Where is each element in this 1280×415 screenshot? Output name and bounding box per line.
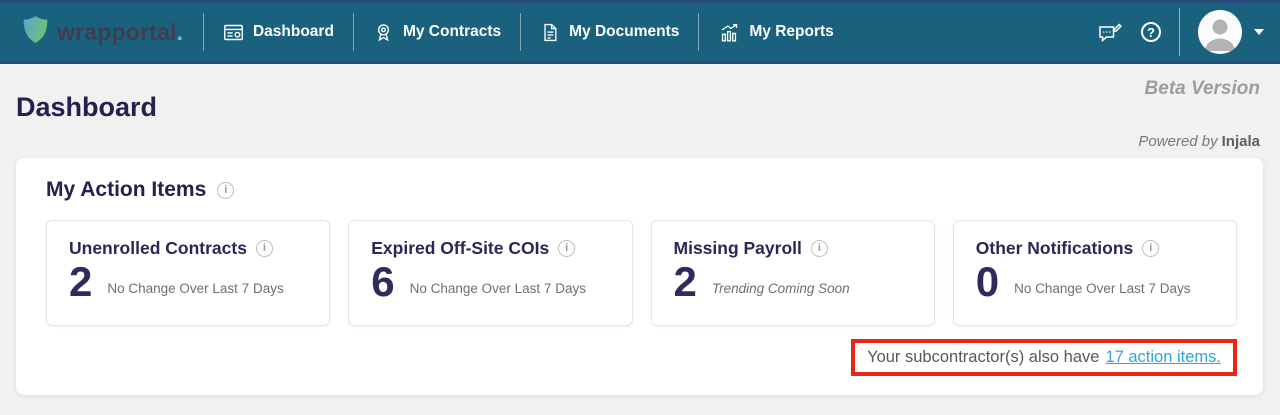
help-icon[interactable]: ? — [1141, 22, 1161, 42]
nav-label: My Reports — [749, 23, 834, 40]
card-value: 0 — [975, 258, 1000, 305]
panel-title: My Action Items — [46, 178, 207, 201]
user-avatar[interactable] — [1198, 10, 1242, 54]
reports-icon — [718, 22, 740, 43]
info-icon[interactable]: i — [558, 240, 576, 257]
navbar-divider — [1179, 8, 1180, 56]
card-subtitle: Trending Coming Soon — [711, 280, 850, 296]
card-title: Missing Payroll — [673, 238, 802, 258]
card-value: 6 — [371, 258, 395, 305]
my-action-items-panel: My Action Items i Unenrolled Contracts i… — [16, 158, 1263, 395]
card-subtitle: No Change Over Last 7 Days — [107, 280, 284, 296]
nav-label: My Documents — [569, 23, 680, 40]
nav-item-my-contracts[interactable]: My Contracts — [352, 13, 520, 51]
nav-label: My Contracts — [402, 23, 502, 40]
nav-item-my-reports[interactable]: My Reports — [698, 13, 852, 51]
header-right: Beta Version Powered by Injala — [1138, 74, 1260, 158]
subcontractor-highlight-box: Your subcontractor(s) also have 17 actio… — [851, 339, 1237, 376]
info-icon[interactable]: i — [255, 240, 273, 257]
beta-version-label: Beta Version — [1144, 78, 1260, 99]
card-unenrolled-contracts[interactable]: Unenrolled Contracts i 2 No Change Over … — [46, 220, 331, 326]
card-title: Unenrolled Contracts — [69, 238, 247, 258]
action-items-link[interactable]: 17 action items. — [1105, 348, 1221, 366]
navbar-right: ? — [1097, 8, 1264, 56]
powered-by-label: Powered by Injala — [1138, 133, 1260, 150]
logo-dot: . — [176, 18, 183, 45]
dashboard-icon — [223, 22, 244, 43]
shield-icon — [22, 15, 49, 49]
feedback-chat-icon[interactable] — [1097, 20, 1123, 45]
contracts-icon — [373, 22, 394, 43]
nav-label: Dashboard — [252, 23, 334, 40]
info-icon[interactable]: i — [1142, 240, 1160, 257]
top-navbar: wrapportal. Dashboard My Contracts — [0, 0, 1280, 64]
wrapportal-logo[interactable]: wrapportal. — [22, 15, 203, 49]
card-other-notifications[interactable]: Other Notifications i 0 No Change Over L… — [952, 220, 1237, 326]
card-subtitle: No Change Over Last 7 Days — [409, 280, 586, 296]
card-title: Other Notifications — [975, 238, 1134, 258]
card-value: 2 — [673, 258, 697, 305]
card-value: 2 — [69, 258, 93, 305]
action-item-cards: Unenrolled Contracts i 2 No Change Over … — [46, 220, 1237, 326]
documents-icon — [540, 22, 560, 43]
nav-item-dashboard[interactable]: Dashboard — [202, 13, 353, 51]
page-header: Dashboard Beta Version Powered by Injala — [0, 64, 1280, 158]
card-expired-offsite-cois[interactable]: Expired Off-Site COIs i 6 No Change Over… — [348, 220, 633, 326]
subcontractor-text: Your subcontractor(s) also have — [867, 348, 1100, 366]
nav-item-my-documents[interactable]: My Documents — [520, 13, 698, 51]
page-title: Dashboard — [16, 92, 158, 122]
info-icon[interactable]: i — [810, 240, 828, 257]
info-icon[interactable]: i — [217, 181, 235, 199]
card-missing-payroll[interactable]: Missing Payroll i 2 Trending Coming Soon — [650, 220, 935, 326]
injala-brand: Injala — [1221, 133, 1260, 150]
card-subtitle: No Change Over Last 7 Days — [1014, 280, 1191, 296]
caret-down-icon[interactable] — [1254, 29, 1264, 35]
card-title: Expired Off-Site COIs — [371, 238, 550, 258]
logo-text: wrapportal — [57, 18, 177, 45]
